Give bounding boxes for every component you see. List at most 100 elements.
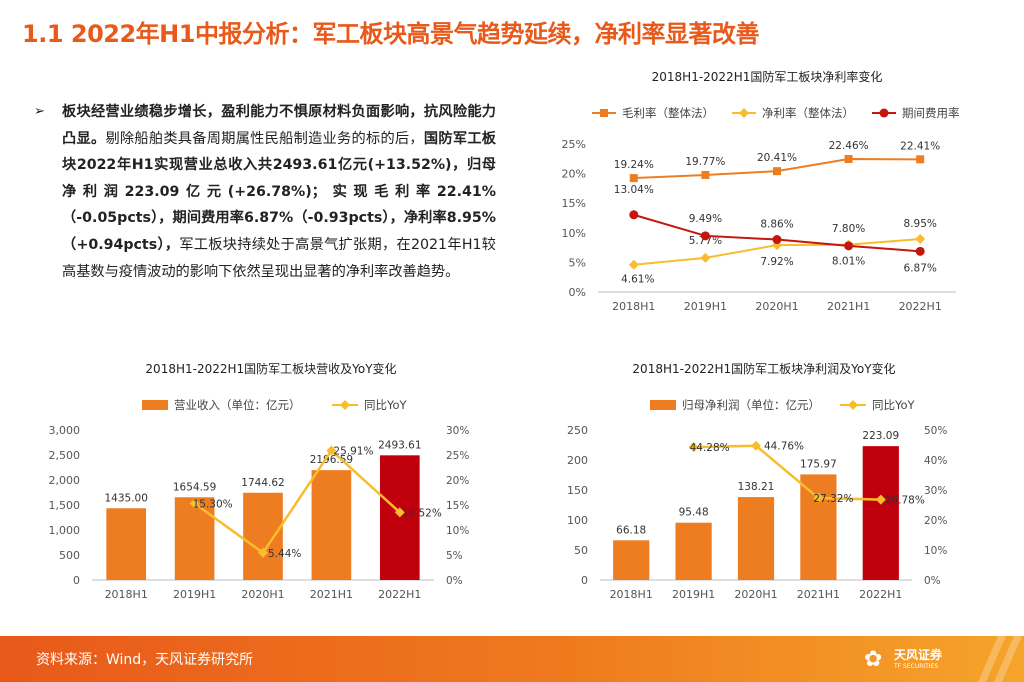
y-tick-label: 10% [562, 227, 586, 240]
summary-seg-3: 国防军工板块2022年H1实现营业总收入共2493.61亿元(+13.52%)，… [62, 130, 496, 253]
y-tick-label: 2,000 [49, 474, 81, 487]
legend-label: 净利率（整体法） [762, 106, 854, 120]
yoy-point [326, 445, 337, 456]
y-tick-label: 15% [562, 197, 586, 210]
yoy-label: 44.28% [690, 442, 730, 454]
y-tick-label: 3,000 [49, 424, 81, 437]
yoy-point [875, 494, 886, 505]
yoy-label: 15.30% [193, 499, 233, 511]
legend-marker [739, 108, 749, 118]
bar [800, 474, 837, 580]
legend-marker [879, 108, 889, 118]
profit-chart: 2018H1-2022H1国防军工板块净利润及YoY变化 归母净利润（单位：亿元）… [556, 356, 976, 608]
bar-value-label: 95.48 [679, 507, 709, 519]
y2-tick-label: 40% [924, 455, 947, 467]
y2-tick-label: 10% [446, 525, 469, 537]
data-label: 19.77% [685, 156, 725, 168]
bar-value-label: 2493.61 [378, 439, 421, 451]
bar-value-label: 223.09 [862, 430, 899, 442]
x-tick-label: 2020H1 [734, 588, 777, 601]
flower-logo-icon: ✿ [864, 647, 883, 672]
data-label: 13.04% [614, 184, 654, 196]
yoy-line [693, 444, 881, 501]
y2-tick-label: 30% [446, 425, 469, 437]
data-label: 19.24% [614, 159, 654, 171]
legend-marker [848, 400, 858, 410]
data-point [629, 174, 638, 183]
y2-tick-label: 30% [924, 485, 947, 497]
bar-value-label: 66.18 [616, 524, 646, 536]
yoy-point [394, 507, 405, 518]
summary-bullet: ➢ 板块经营业绩稳步增长，盈利能力不惧原材料负面影响，抗风险能力凸显。剔除船舶类… [34, 99, 496, 285]
y2-tick-label: 50% [924, 425, 947, 437]
y2-tick-label: 20% [924, 515, 947, 527]
footer-stripes-decoration [978, 636, 1022, 682]
bar-value-label: 1435.00 [104, 492, 147, 504]
x-tick-label: 2020H1 [755, 300, 798, 313]
bar [311, 470, 352, 580]
y2-tick-label: 25% [446, 450, 469, 462]
data-point [915, 246, 925, 256]
yoy-label: 44.76% [764, 441, 804, 453]
y2-tick-label: 5% [446, 550, 463, 562]
bar [613, 540, 650, 580]
y-tick-label: 20% [562, 168, 586, 181]
data-point [701, 170, 710, 179]
data-label: 8.95% [904, 218, 937, 230]
x-tick-label: 2022H1 [859, 588, 902, 601]
y-tick-label: 200 [567, 454, 588, 467]
legend-bar-swatch [650, 400, 676, 410]
yoy-label: 26.78% [885, 495, 925, 507]
footer-bar: 资料来源：Wind，天风证券研究所 ✿ 天风证券 TF SECURITIES [0, 636, 1024, 682]
data-point [773, 167, 781, 176]
x-tick-label: 2019H1 [173, 588, 216, 601]
profit-chart-svg: 2018H1-2022H1国防军工板块净利润及YoY变化归母净利润（单位：亿元）… [567, 361, 947, 601]
legend-label: 归母净利润（单位：亿元） [682, 398, 820, 412]
bar [174, 497, 215, 580]
data-label: 4.61% [621, 274, 654, 286]
y2-tick-label: 0% [446, 575, 463, 587]
y2-tick-label: 20% [446, 475, 469, 487]
bar-value-label: 2196.59 [310, 454, 353, 466]
legend-label: 同比YoY [872, 398, 916, 412]
x-tick-label: 2019H1 [684, 300, 727, 313]
data-point [700, 231, 710, 241]
data-point [700, 252, 711, 263]
y-tick-label: 0 [73, 574, 80, 587]
y-tick-label: 0 [581, 574, 588, 587]
y-tick-label: 1,500 [49, 499, 81, 512]
yoy-label: 25.91% [333, 445, 373, 457]
x-tick-label: 2020H1 [241, 588, 284, 601]
x-tick-label: 2018H1 [612, 300, 655, 313]
x-tick-label: 2021H1 [827, 300, 870, 313]
summary-seg-1: 板块经营业绩稳步增长，盈利能力不惧原材料负面影响，抗风险能力凸显。 [62, 104, 496, 147]
yoy-label: 27.32% [813, 493, 853, 505]
x-tick-label: 2021H1 [797, 588, 840, 601]
legend-label: 同比YoY [364, 398, 408, 412]
yoy-point [258, 547, 268, 558]
bar [675, 522, 712, 580]
bar [243, 492, 283, 580]
data-point [844, 155, 853, 164]
bar-value-label: 1744.62 [241, 477, 284, 489]
yoy-point [751, 440, 761, 451]
bar-value-label: 138.21 [738, 481, 775, 493]
yoy-point [688, 442, 699, 453]
data-label: 5.77% [689, 235, 722, 247]
x-tick-label: 2019H1 [672, 588, 715, 601]
y-tick-label: 0% [569, 286, 586, 299]
data-label: 6.87% [904, 262, 937, 274]
summary-text: 板块经营业绩稳步增长，盈利能力不惧原材料负面影响，抗风险能力凸显。剔除船舶类具备… [62, 99, 496, 285]
y-tick-label: 150 [567, 484, 588, 497]
bar-value-label: 1654.59 [173, 481, 216, 493]
page-title: 1.1 2022年H1中报分析：军工板块高景气趋势延续，净利率显著改善 [22, 20, 759, 48]
chart-title: 2018H1-2022H1国防军工板块营收及YoY变化 [145, 361, 396, 376]
margin-chart: 2018H1-2022H1国防军工板块净利率变化 毛利率（整体法） 净利率（整体法）… [548, 64, 978, 324]
data-label: 7.80% [832, 223, 865, 235]
data-point [629, 210, 639, 220]
y-tick-label: 1,000 [49, 524, 81, 537]
data-label: 20.41% [757, 152, 797, 164]
data-label: 22.41% [900, 140, 940, 152]
